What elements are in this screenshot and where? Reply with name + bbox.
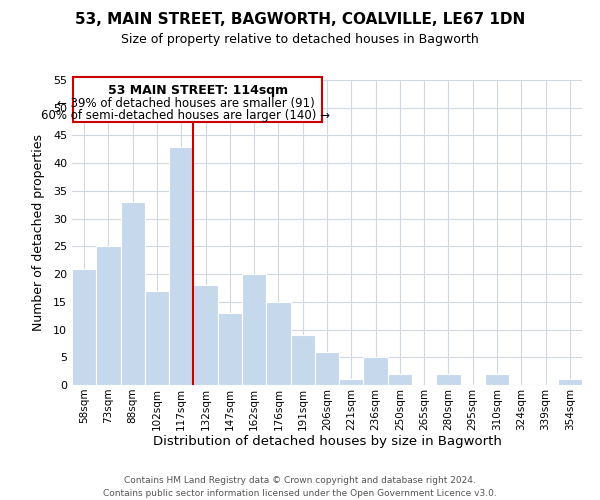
Y-axis label: Number of detached properties: Number of detached properties — [32, 134, 44, 331]
Bar — [485, 374, 509, 385]
Text: Contains HM Land Registry data © Crown copyright and database right 2024.: Contains HM Land Registry data © Crown c… — [124, 476, 476, 485]
Text: Contains public sector information licensed under the Open Government Licence v3: Contains public sector information licen… — [103, 489, 497, 498]
Text: 53, MAIN STREET, BAGWORTH, COALVILLE, LE67 1DN: 53, MAIN STREET, BAGWORTH, COALVILLE, LE… — [75, 12, 525, 28]
Bar — [388, 374, 412, 385]
FancyBboxPatch shape — [73, 77, 322, 122]
Bar — [266, 302, 290, 385]
Bar — [339, 380, 364, 385]
Text: 60% of semi-detached houses are larger (140) →: 60% of semi-detached houses are larger (… — [41, 109, 330, 122]
X-axis label: Distribution of detached houses by size in Bagworth: Distribution of detached houses by size … — [152, 436, 502, 448]
Bar — [315, 352, 339, 385]
Bar — [169, 146, 193, 385]
Bar — [193, 285, 218, 385]
Bar — [218, 313, 242, 385]
Bar — [242, 274, 266, 385]
Bar — [145, 290, 169, 385]
Bar — [72, 268, 96, 385]
Text: 53 MAIN STREET: 114sqm: 53 MAIN STREET: 114sqm — [107, 84, 288, 98]
Text: ← 39% of detached houses are smaller (91): ← 39% of detached houses are smaller (91… — [56, 96, 314, 110]
Text: Size of property relative to detached houses in Bagworth: Size of property relative to detached ho… — [121, 32, 479, 46]
Bar — [436, 374, 461, 385]
Bar — [558, 380, 582, 385]
Bar — [121, 202, 145, 385]
Bar — [96, 246, 121, 385]
Bar — [364, 358, 388, 385]
Bar — [290, 335, 315, 385]
